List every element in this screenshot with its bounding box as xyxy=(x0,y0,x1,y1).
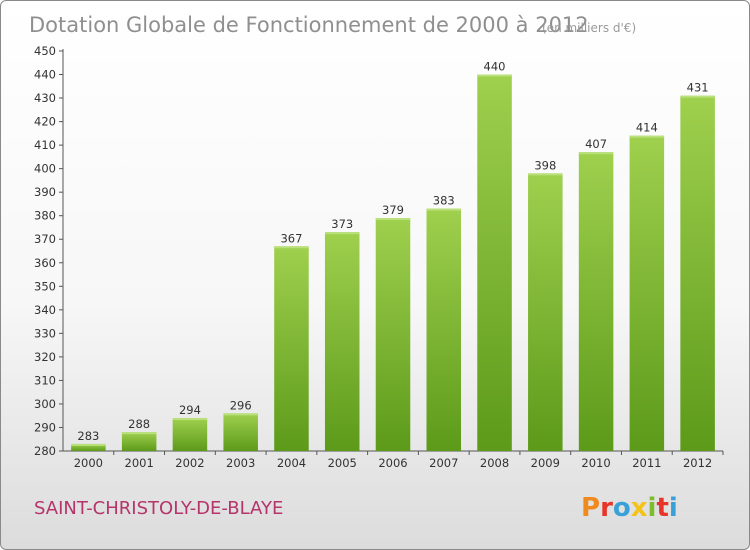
x-tick-label: 2012 xyxy=(683,456,712,470)
bar-highlight xyxy=(71,443,106,446)
logo-letter: r xyxy=(600,493,613,523)
y-tick-label: 370 xyxy=(34,232,56,246)
y-tick-label: 280 xyxy=(34,444,56,458)
y-tick-label: 310 xyxy=(34,373,56,387)
bar-value-label: 373 xyxy=(331,217,353,231)
y-tick-label: 410 xyxy=(34,138,56,152)
logo-letter: P xyxy=(581,493,600,523)
bar-highlight xyxy=(426,208,462,211)
x-tick-label: 2001 xyxy=(125,456,154,470)
y-tick-label: 420 xyxy=(34,115,56,129)
bar-value-label: 383 xyxy=(433,194,455,208)
y-tick-label: 330 xyxy=(34,326,56,340)
chart-subtitle: (en milliers d'€) xyxy=(542,21,636,35)
bar xyxy=(223,413,258,451)
logo-letter: t xyxy=(656,493,668,523)
logo-letter: x xyxy=(631,493,648,523)
bar xyxy=(477,74,512,451)
bar-highlight xyxy=(172,418,208,421)
x-tick-label: 2000 xyxy=(74,456,103,470)
y-tick-label: 450 xyxy=(34,44,56,58)
y-axis: 280 290 300 310 320 330 340 350 360 370 380 390 400 4… xyxy=(34,44,64,458)
bar xyxy=(528,173,563,451)
bar-highlight xyxy=(629,135,665,138)
bar-highlight xyxy=(477,74,512,77)
bar-value-label: 440 xyxy=(484,60,506,74)
bar-value-label: 288 xyxy=(128,417,150,431)
bar xyxy=(578,152,614,452)
bar-highlight xyxy=(528,173,563,176)
bar xyxy=(274,246,309,451)
y-tick-label: 380 xyxy=(34,209,56,223)
chart-title: Dotation Globale de Fonctionnement de 20… xyxy=(29,13,589,37)
bar-highlight xyxy=(121,432,157,435)
y-tick-label: 290 xyxy=(34,420,56,434)
x-tick-label: 2006 xyxy=(378,456,407,470)
x-tick-label: 2009 xyxy=(531,456,560,470)
y-tick-label: 320 xyxy=(34,350,56,364)
y-tick-label: 400 xyxy=(34,162,56,176)
commune-name: SAINT-CHRISTOLY-DE-BLAYE xyxy=(34,498,283,519)
bar xyxy=(71,443,106,451)
y-tick-label: 430 xyxy=(34,91,56,105)
logo-letter: o xyxy=(613,493,631,523)
logo-letter: i xyxy=(669,493,678,523)
bar-highlight xyxy=(223,413,258,416)
x-tick-label: 2007 xyxy=(429,456,458,470)
y-tick-label: 390 xyxy=(34,185,56,199)
x-tick-label: 2010 xyxy=(581,456,610,470)
bar-value-label: 407 xyxy=(585,137,607,151)
x-tick-label: 2011 xyxy=(632,456,661,470)
bar-value-label: 431 xyxy=(687,81,709,95)
y-tick-label: 350 xyxy=(34,279,56,293)
bar-highlight xyxy=(375,218,411,221)
bar xyxy=(629,135,665,452)
bars xyxy=(71,74,715,452)
logo-letter: i xyxy=(648,493,657,523)
x-tick-label: 2002 xyxy=(175,456,204,470)
bar-value-label: 283 xyxy=(77,429,99,443)
bar xyxy=(375,218,411,451)
bar-highlight xyxy=(324,232,360,235)
x-tick-label: 2008 xyxy=(480,456,509,470)
y-tick-label: 440 xyxy=(34,68,56,82)
bar-highlight xyxy=(680,95,715,98)
bar-value-label: 414 xyxy=(636,121,658,135)
bar-value-label: 367 xyxy=(280,231,302,245)
bar xyxy=(172,418,208,451)
y-tick-label: 300 xyxy=(34,397,56,411)
x-tick-label: 2004 xyxy=(277,456,306,470)
proxiti-logo: Proxiti xyxy=(581,493,678,523)
y-tick-label: 360 xyxy=(34,256,56,270)
y-tick-label: 340 xyxy=(34,303,56,317)
bar-highlight xyxy=(274,246,309,249)
bar-value-label: 296 xyxy=(230,398,252,412)
x-tick-label: 2005 xyxy=(328,456,357,470)
x-axis: 2000 2001 2002 2003 2004 2005 2006 2007 2008 2009… xyxy=(63,450,724,470)
bar-value-label: 294 xyxy=(179,403,201,417)
bar-value-label: 379 xyxy=(382,203,404,217)
x-tick-label: 2003 xyxy=(226,456,255,470)
value-labels: 283 288 294 296 367 373 379 383 440 398 407 414 431 xyxy=(77,60,708,443)
bar xyxy=(680,95,715,452)
bar-value-label: 398 xyxy=(534,158,556,172)
bar xyxy=(121,432,157,451)
bar-highlight xyxy=(578,152,614,155)
bar xyxy=(426,208,462,451)
bar xyxy=(324,232,360,451)
